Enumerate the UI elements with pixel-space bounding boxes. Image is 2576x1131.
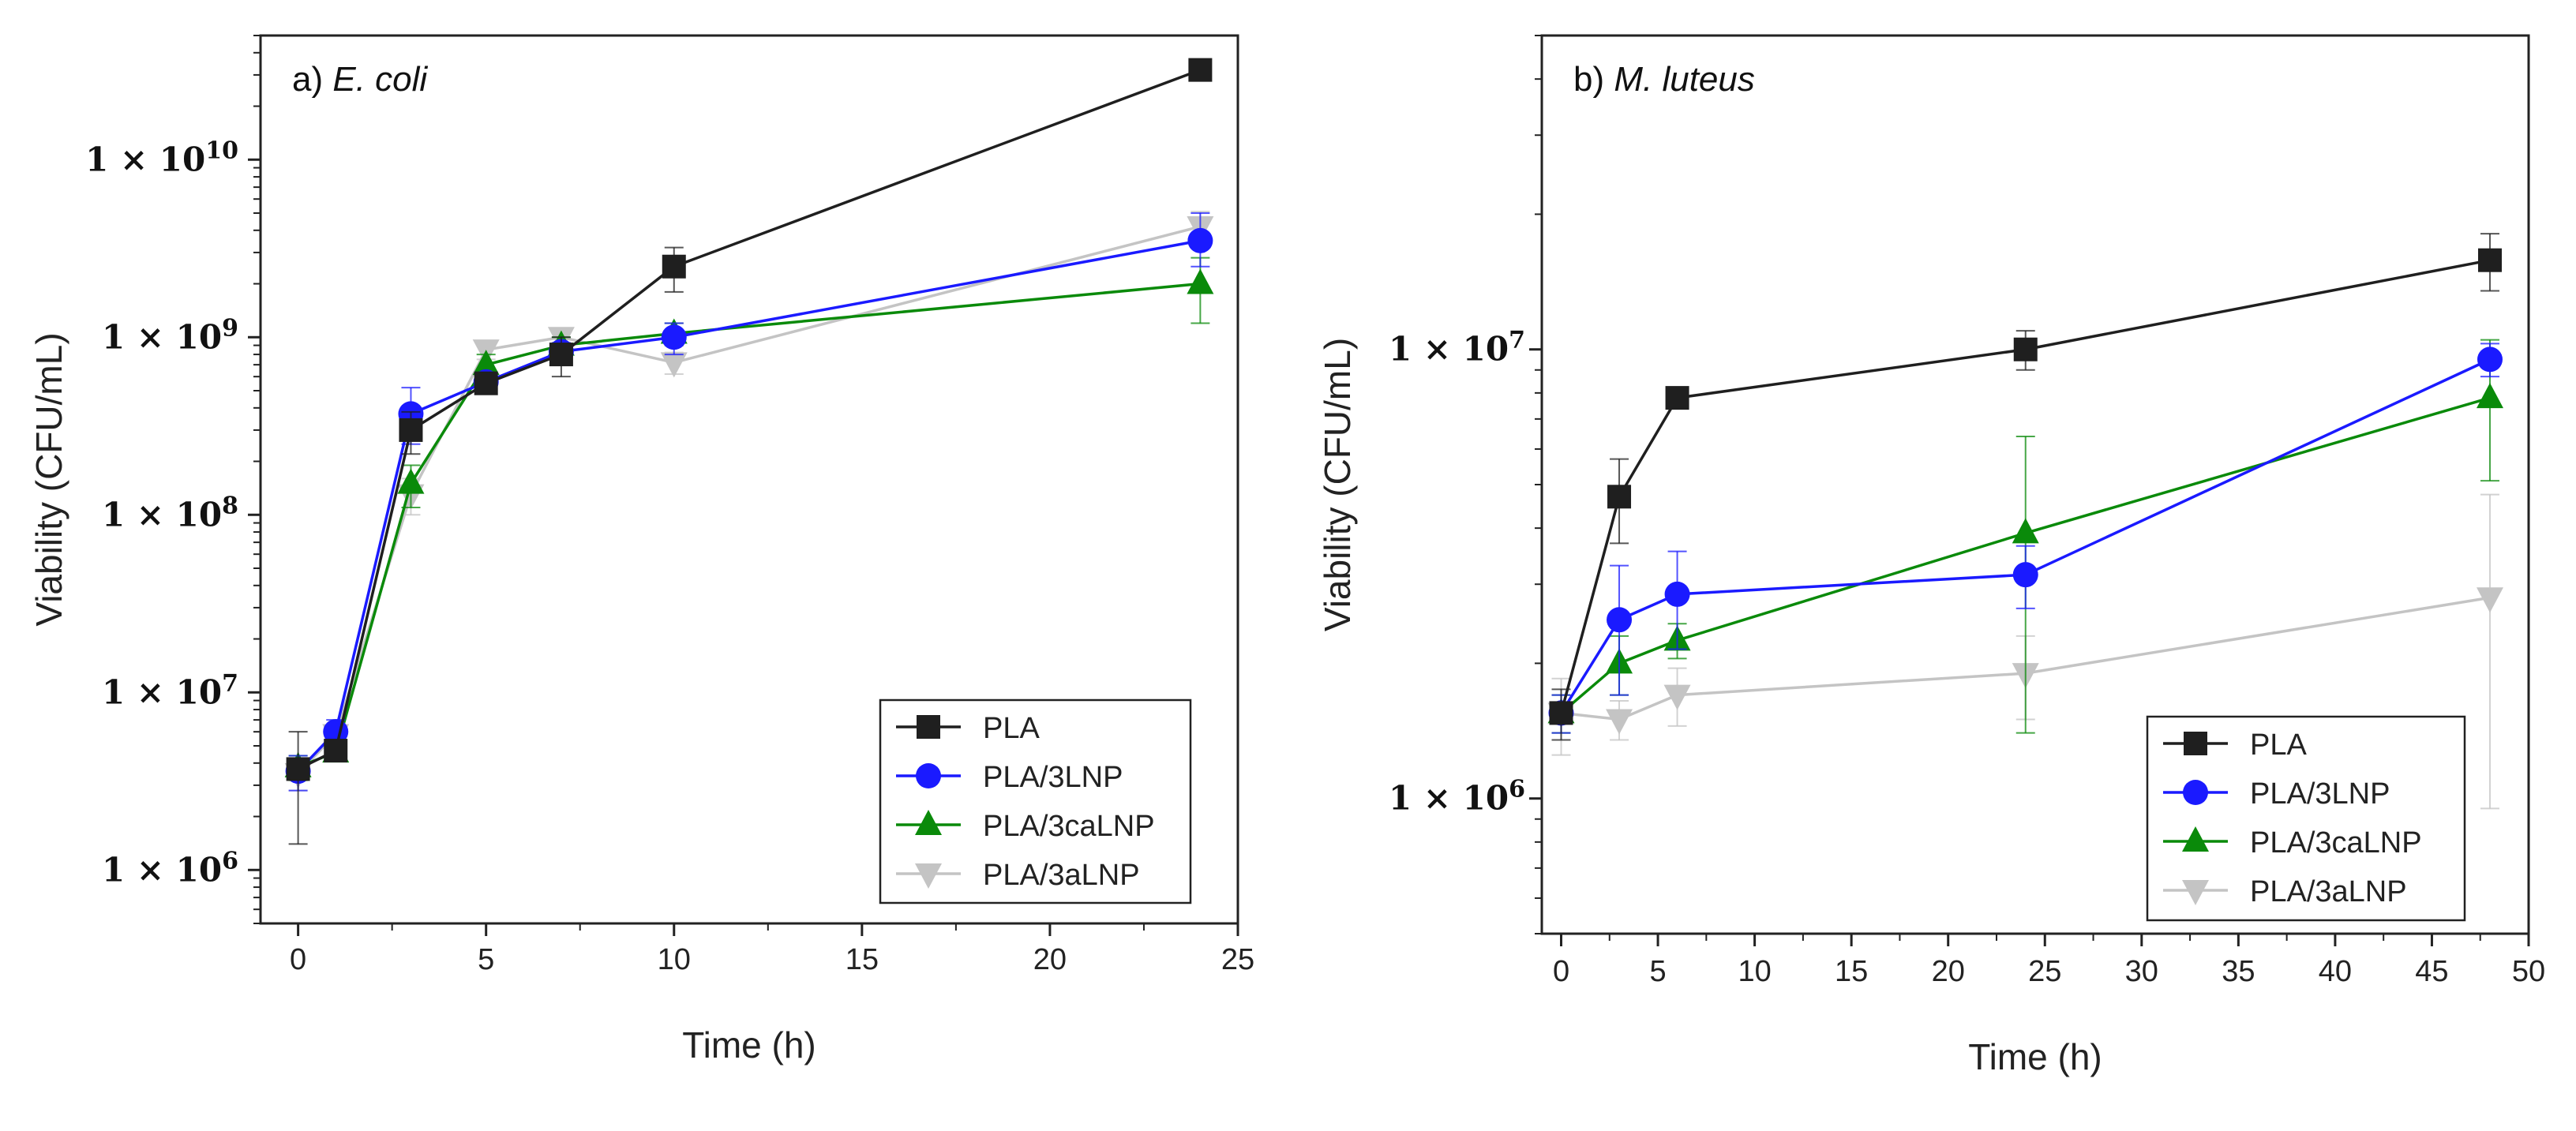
legend-label: PLA/3LNP — [983, 761, 1123, 794]
data-point — [2012, 518, 2039, 544]
series-pla-3lnp-b — [1548, 343, 2503, 734]
data-point — [1607, 607, 1633, 633]
x-tick-label: 10 — [658, 943, 691, 976]
data-point — [474, 371, 498, 395]
x-tick-label: 20 — [1932, 955, 1965, 988]
legend-b: PLA PLA/3LNP PLA/3caLNP PLA/3aLNP — [2146, 715, 2466, 922]
y-tick-label: 1 × 107 — [1389, 327, 1525, 369]
data-point — [472, 350, 500, 376]
series-line — [297, 282, 1201, 769]
panel-title: a) E. coli — [292, 60, 428, 99]
x-axis-label: Time (h) — [682, 1024, 816, 1065]
data-point — [1188, 58, 1213, 82]
y-tick-label: 1 × 1010 — [85, 137, 238, 178]
series-line — [297, 68, 1201, 770]
data-point — [2476, 587, 2503, 613]
data-point — [1665, 386, 1689, 410]
x-tick-label: 0 — [1553, 955, 1569, 988]
legend-label: PLA/3caLNP — [983, 810, 1155, 843]
x-tick-label: 5 — [1649, 955, 1666, 988]
panel-a-ecoli: 0 5 10 15 20 25 1 × 106 1 × 107 1 × 108 1 × 109 1 … — [28, 34, 1254, 1065]
data-point — [2477, 248, 2502, 272]
x-tick-label: 15 — [846, 943, 879, 976]
legend-marker — [917, 715, 940, 739]
data-point — [2013, 337, 2038, 361]
y-axis-label: Viability (CFU/mL) — [28, 332, 69, 626]
legend-marker — [916, 763, 941, 788]
data-point — [2476, 383, 2503, 409]
x-tick-label: 10 — [1738, 955, 1771, 988]
y-tick-label: 1 × 106 — [1389, 776, 1525, 818]
data-point — [2477, 346, 2503, 373]
data-point — [1607, 485, 1632, 509]
legend-marker — [915, 810, 942, 835]
legend-label: PLA — [983, 712, 1040, 745]
y-tick-label: 1 × 109 — [102, 314, 238, 356]
data-point — [661, 324, 687, 350]
x-tick-label: 20 — [1033, 943, 1067, 976]
series-pla-3calnp-b — [1547, 339, 2503, 734]
legend-marker — [915, 863, 942, 889]
x-tick-label: 40 — [2319, 955, 2352, 988]
legend-label: PLA/3aLNP — [2250, 875, 2407, 908]
panel-title: b) M. luteus — [1573, 60, 1755, 99]
x-tick-label: 0 — [290, 943, 306, 976]
data-point — [1606, 709, 1633, 735]
data-point — [1549, 701, 1573, 725]
y-tick-label: 1 × 107 — [102, 669, 238, 711]
legend-label: PLA/3aLNP — [983, 859, 1140, 892]
legend-marker — [2182, 826, 2209, 852]
legend-label: PLA — [2250, 728, 2307, 762]
legend-marker — [2183, 780, 2208, 805]
y-tick-label: 1 × 106 — [102, 847, 238, 889]
data-point — [286, 757, 310, 781]
series-pla-a — [286, 58, 1213, 845]
legend-label: PLA/3LNP — [2250, 777, 2390, 811]
plot-frame-a — [259, 34, 1239, 925]
data-point — [660, 352, 688, 378]
y-axis-label: Viability (CFU/mL) — [1317, 338, 1358, 631]
y-tick-label: 1 × 108 — [102, 492, 238, 534]
data-point — [1663, 684, 1691, 710]
x-axis-label: Time (h) — [1968, 1036, 2102, 1077]
data-point — [549, 343, 573, 367]
data-point — [2012, 562, 2038, 588]
data-point — [662, 254, 686, 279]
panel-b-mluteus: 0 5 10 15 20 25 30 35 40 45 50 1 × 106 1 × 107 Time (… — [1317, 34, 2545, 1077]
series-line — [297, 225, 1201, 775]
data-point — [399, 418, 423, 442]
x-tick-label: 50 — [2512, 955, 2545, 988]
series-line — [297, 239, 1201, 773]
data-point — [1187, 268, 1214, 294]
x-tick-label: 45 — [2415, 955, 2448, 988]
data-point — [1187, 227, 1213, 253]
data-point — [397, 468, 425, 494]
data-point — [1664, 581, 1690, 607]
x-tick-label: 25 — [2028, 955, 2061, 988]
legend-label: PLA/3caLNP — [2250, 826, 2422, 859]
x-tick-label: 15 — [1835, 955, 1868, 988]
legend-marker — [2182, 880, 2209, 905]
legend-marker — [2184, 732, 2207, 755]
x-tick-label: 30 — [2125, 955, 2158, 988]
series-pla-b — [1549, 233, 2502, 741]
x-tick-label: 35 — [2222, 955, 2255, 988]
x-tick-label: 5 — [478, 943, 494, 976]
data-point — [324, 739, 348, 763]
legend-a: PLA PLA/3LNP PLA/3caLNP PLA/3aLNP — [879, 698, 1192, 904]
x-tick-label: 25 — [1221, 943, 1254, 976]
